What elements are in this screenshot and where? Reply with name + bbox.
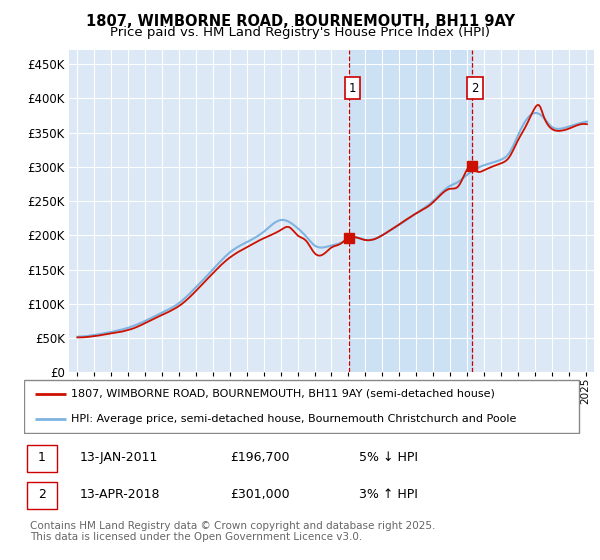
Text: 2: 2 xyxy=(472,82,479,95)
FancyBboxPatch shape xyxy=(27,482,58,509)
Text: HPI: Average price, semi-detached house, Bournemouth Christchurch and Poole: HPI: Average price, semi-detached house,… xyxy=(71,414,517,424)
Text: 5% ↓ HPI: 5% ↓ HPI xyxy=(359,451,418,464)
Text: 2: 2 xyxy=(38,488,46,501)
Text: 1: 1 xyxy=(349,82,356,95)
Text: Contains HM Land Registry data © Crown copyright and database right 2025.
This d: Contains HM Land Registry data © Crown c… xyxy=(29,521,435,542)
Text: 13-JAN-2011: 13-JAN-2011 xyxy=(80,451,158,464)
Text: £196,700: £196,700 xyxy=(230,451,290,464)
Text: 3% ↑ HPI: 3% ↑ HPI xyxy=(359,488,418,501)
Text: 1807, WIMBORNE ROAD, BOURNEMOUTH, BH11 9AY: 1807, WIMBORNE ROAD, BOURNEMOUTH, BH11 9… xyxy=(86,14,515,29)
Bar xyxy=(349,50,472,372)
Text: Price paid vs. HM Land Registry's House Price Index (HPI): Price paid vs. HM Land Registry's House … xyxy=(110,26,490,39)
Text: 1807, WIMBORNE ROAD, BOURNEMOUTH, BH11 9AY (semi-detached house): 1807, WIMBORNE ROAD, BOURNEMOUTH, BH11 9… xyxy=(71,389,496,399)
Text: 13-APR-2018: 13-APR-2018 xyxy=(80,488,160,501)
FancyBboxPatch shape xyxy=(27,445,58,472)
Text: 1: 1 xyxy=(38,451,46,464)
FancyBboxPatch shape xyxy=(24,380,579,433)
Text: £301,000: £301,000 xyxy=(230,488,290,501)
